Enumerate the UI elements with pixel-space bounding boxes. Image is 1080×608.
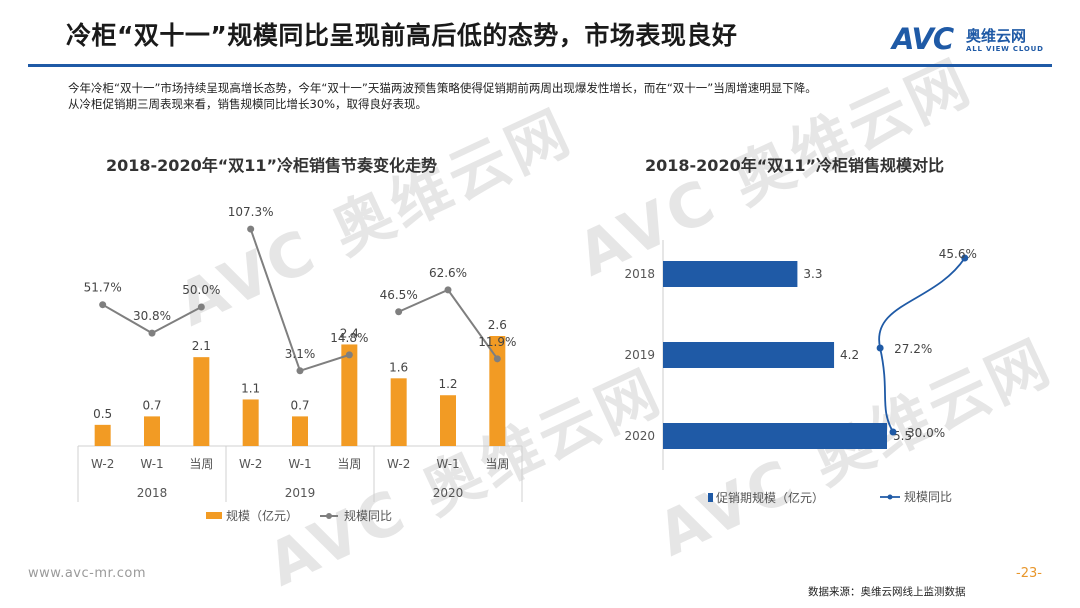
line-point	[889, 428, 897, 436]
bar	[94, 424, 111, 446]
bar	[292, 416, 308, 446]
bar-label: 2.1	[192, 339, 211, 353]
group-label: 2018	[137, 486, 168, 500]
bar	[390, 378, 407, 446]
line-label: 27.2%	[894, 342, 932, 356]
legend-label: 规模（亿元）	[226, 508, 298, 523]
y-tick-label: 2019	[624, 348, 655, 362]
x-tick-label: W-1	[436, 457, 459, 471]
line-point	[493, 355, 501, 363]
legend-label: 规模同比	[904, 489, 952, 504]
line-point	[247, 225, 255, 233]
bar	[144, 416, 160, 446]
brand-logo: AVC 奥维云网 ALL VIEW CLOUD	[892, 22, 1062, 60]
bar-label: 2.6	[488, 318, 507, 332]
bar	[663, 261, 798, 287]
logo-en-text: ALL VIEW CLOUD	[966, 45, 1044, 53]
line-label: 45.6%	[939, 247, 977, 261]
legend-marker	[326, 513, 332, 519]
line-point	[296, 367, 304, 375]
x-tick-label: 当周	[189, 457, 213, 471]
y-tick-label: 2020	[624, 429, 655, 443]
group-label: 2020	[433, 486, 464, 500]
legend-label: 促销期规模（亿元）	[716, 490, 824, 505]
x-tick-label: W-2	[387, 457, 410, 471]
legend-label: 规模同比	[344, 508, 392, 523]
bar-label: 0.5	[93, 407, 112, 421]
line-point	[395, 308, 403, 316]
bar-label: 5.5	[893, 429, 912, 443]
line-point	[345, 351, 353, 359]
chart-title-left: 2018-2020年“双11”冷柜销售节奏变化走势	[106, 156, 438, 175]
x-tick-label: W-1	[140, 457, 163, 471]
line-point	[99, 301, 107, 309]
bar-label: 4.2	[840, 348, 859, 362]
y-tick-label: 2018	[624, 267, 655, 281]
description-line-1: 今年冷柜“双十一”市场持续呈现高增长态势，今年“双十一”天猫两波预售策略使得促销…	[68, 81, 817, 95]
bar	[341, 344, 358, 446]
bar-label: 0.7	[290, 398, 309, 412]
description-line-2: 从冷柜促销期三周表现来看，销售规模同比增长30%，取得良好表现。	[68, 97, 428, 111]
bar	[663, 423, 887, 449]
legend-swatch-bar	[708, 493, 713, 502]
footer-url[interactable]: www.avc-mr.com	[28, 566, 147, 581]
x-tick-label: W-2	[239, 457, 262, 471]
bar	[663, 342, 835, 368]
line-label: 46.5%	[380, 288, 418, 302]
line-label: 14.8%	[330, 331, 368, 345]
x-tick-label: W-1	[288, 457, 311, 471]
x-tick-label: W-2	[91, 457, 114, 471]
bar	[489, 336, 506, 446]
x-tick-label: 当周	[485, 457, 509, 471]
line-label: 3.1%	[285, 347, 316, 361]
bar-label: 0.7	[142, 398, 161, 412]
page-number: -23-	[1016, 566, 1042, 581]
line-label: 30.0%	[907, 426, 945, 440]
bar-label: 2.4	[340, 326, 359, 340]
x-tick-label: 当周	[337, 457, 361, 471]
group-label: 2019	[285, 486, 316, 500]
line-point	[148, 329, 156, 337]
bar	[440, 395, 456, 446]
bar	[242, 399, 259, 446]
line-point	[197, 303, 205, 311]
line-label: 107.3%	[228, 205, 274, 219]
line-label: 30.8%	[133, 309, 171, 323]
chart-title-right: 2018-2020年“双11”冷柜销售规模对比	[645, 156, 945, 175]
bar-label: 1.2	[438, 377, 457, 391]
line-point	[876, 344, 884, 352]
line-label: 50.0%	[182, 283, 220, 297]
legend-swatch-bar	[206, 512, 222, 519]
logo-text: AVC	[892, 22, 954, 56]
page-title: 冷柜“双十一”规模同比呈现前高后低的态势，市场表现良好	[66, 21, 738, 50]
description: 今年冷柜“双十一”市场持续呈现高增长态势，今年“双十一”天猫两波预售策略使得促销…	[68, 80, 1058, 112]
trend-line	[878, 257, 966, 433]
header-divider	[28, 64, 1052, 67]
bar-label: 3.3	[803, 267, 822, 281]
line-point	[444, 286, 452, 294]
bar-label: 1.6	[389, 360, 408, 374]
bar-label: 1.1	[241, 381, 260, 395]
line-label: 62.6%	[429, 266, 467, 280]
data-source: 数据来源：奥维云网线上监测数据	[808, 586, 966, 598]
line-point	[961, 254, 969, 262]
line-label: 51.7%	[84, 281, 122, 295]
bar	[193, 357, 210, 446]
logo-cn-text: 奥维云网	[966, 27, 1027, 45]
legend-marker	[887, 494, 893, 500]
line-label: 11.9%	[478, 335, 516, 349]
